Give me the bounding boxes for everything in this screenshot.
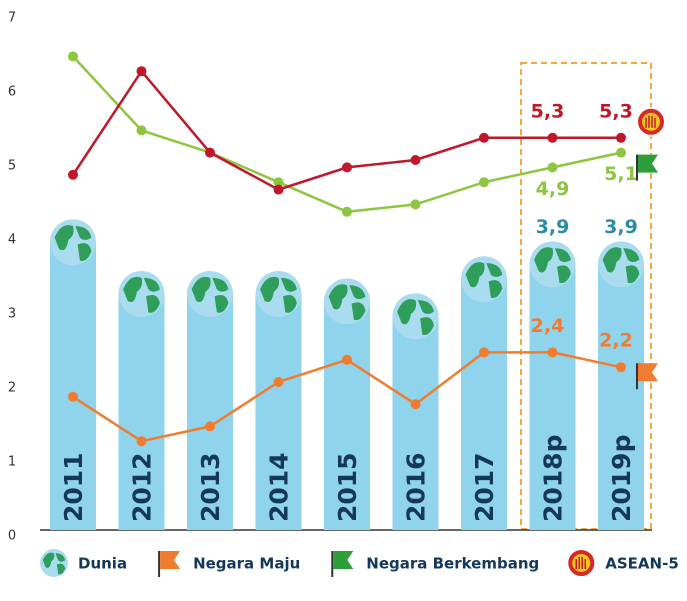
value-label: 2,2: [599, 330, 633, 352]
globe-land: [191, 276, 229, 313]
globe-land: [465, 262, 503, 298]
legend-label: Dunia: [78, 555, 127, 573]
y-tick-label: 4: [8, 233, 16, 248]
point: [342, 162, 352, 173]
legend-label: Negara Maju: [193, 555, 300, 573]
bar: [461, 279, 507, 530]
x-tick-label: 2011: [59, 452, 88, 522]
point: [136, 66, 147, 77]
x-tick-label: 2012: [128, 452, 157, 522]
bar: [529, 264, 576, 530]
globe-land: [328, 284, 366, 321]
value-label: 3,9: [536, 216, 570, 238]
point: [616, 132, 626, 143]
y-tick-label: 2: [8, 381, 16, 396]
y-tick-label: 7: [8, 11, 16, 26]
value-label: 5,3: [531, 100, 565, 122]
point: [68, 391, 78, 402]
point: [616, 147, 626, 158]
asean-sheaf: [575, 557, 587, 569]
bar: [118, 294, 165, 530]
point: [547, 162, 558, 173]
point: [273, 377, 284, 387]
bar: [392, 316, 439, 530]
y-tick-label: 0: [8, 529, 16, 544]
bar: [324, 301, 370, 530]
flag-icon: [333, 551, 354, 569]
globe-land: [54, 225, 92, 261]
globe-land: [123, 276, 160, 313]
point: [68, 51, 78, 62]
x-tick-label: 2018p: [539, 435, 568, 522]
point: [136, 125, 147, 136]
bar: [50, 242, 96, 530]
flag-icon: [638, 154, 658, 173]
x-tick-label: 2015: [333, 452, 362, 522]
flag-icon: [160, 551, 181, 569]
legend-label: ASEAN-5: [605, 555, 678, 573]
point: [342, 206, 352, 217]
value-label: 3,9: [604, 216, 638, 238]
x-tick-label: 2016: [402, 452, 431, 522]
flag-icon: [638, 363, 658, 382]
globe-land: [260, 276, 297, 313]
point: [342, 354, 352, 365]
point: [479, 347, 489, 358]
point: [410, 155, 421, 165]
globe-land: [602, 247, 640, 284]
asean-sheaf: [645, 115, 656, 128]
point: [616, 362, 626, 373]
point: [547, 347, 558, 358]
point: [410, 399, 421, 410]
globe-land: [42, 552, 66, 575]
globe-land: [534, 247, 571, 284]
forecast-box: [520, 62, 652, 530]
value-label: 5,1: [604, 163, 638, 185]
legend-label: Negara Berkembang: [366, 555, 539, 573]
bar: [598, 264, 644, 530]
point: [479, 132, 489, 143]
point: [205, 147, 215, 158]
bar: [255, 294, 302, 530]
asean-inner: [572, 554, 591, 572]
point: [273, 177, 284, 188]
value-label: 2,4: [531, 315, 565, 337]
point: [479, 177, 489, 188]
y-tick-label: 1: [8, 455, 16, 470]
x-tick-label: 2019p: [607, 435, 636, 522]
x-tick-label: 2013: [196, 452, 225, 522]
y-tick-label: 3: [8, 307, 16, 322]
point: [205, 421, 215, 432]
point: [68, 169, 78, 180]
value-label: 4,9: [536, 178, 570, 200]
x-tick-label: 2017: [470, 452, 499, 522]
y-tick-label: 6: [8, 85, 16, 100]
value-label: 5,3: [599, 100, 633, 122]
globe-land: [397, 299, 434, 335]
point: [547, 132, 558, 143]
bar: [187, 294, 233, 530]
x-tick-label: 2014: [265, 452, 294, 522]
asean-inner: [642, 112, 660, 131]
point: [136, 436, 147, 447]
point: [410, 199, 421, 210]
point: [273, 184, 284, 195]
y-tick-label: 5: [8, 159, 16, 174]
